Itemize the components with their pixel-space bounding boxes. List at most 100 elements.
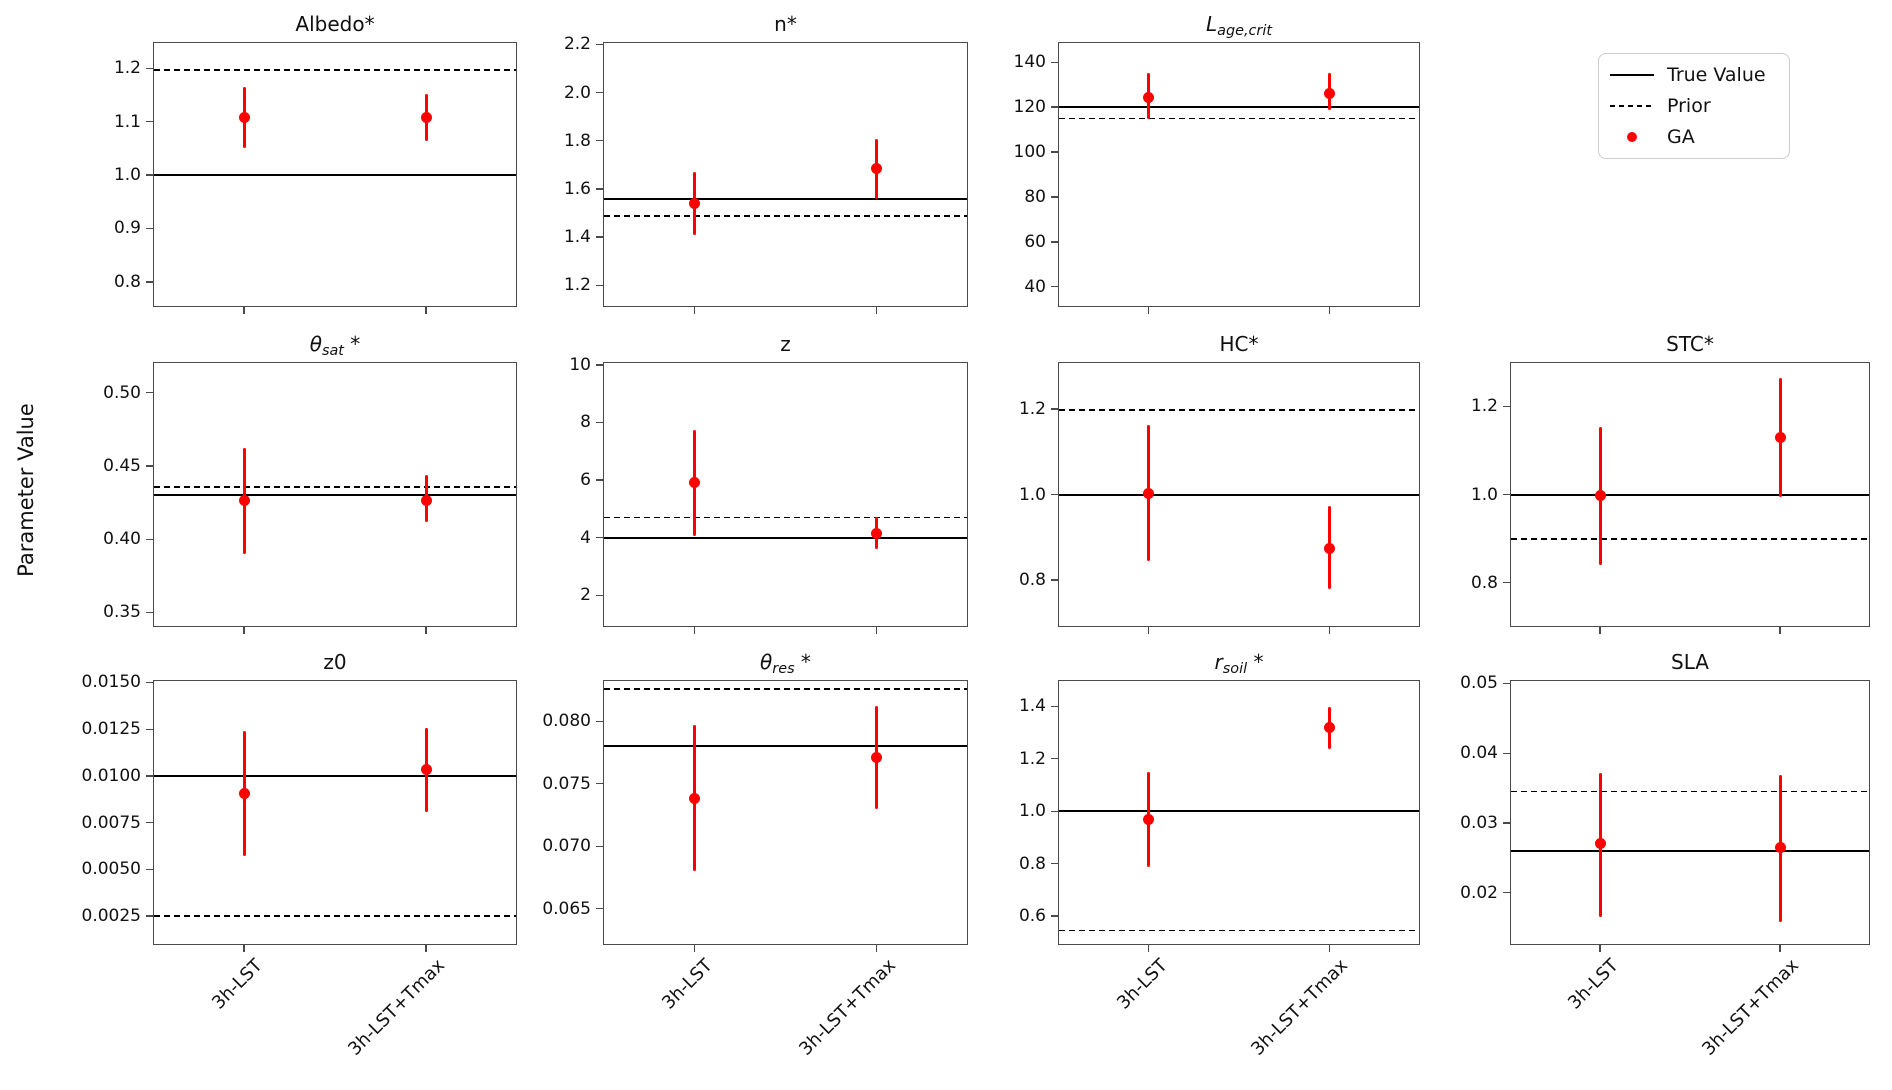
y-tick-mark: [1051, 579, 1058, 581]
ga-point: [420, 764, 432, 776]
prior-line-theta-sat: [154, 486, 516, 489]
ga-point: [1143, 814, 1154, 826]
plot-title-segment: sat: [321, 343, 344, 360]
plot-title-segment: n*: [774, 12, 797, 36]
y-tick-label: 60: [1024, 231, 1046, 252]
y-tick-label: 0.9: [113, 218, 141, 239]
true-value-line-albedo: [154, 174, 516, 177]
x-tick-mark: [1779, 627, 1781, 634]
true-value-line-z: [604, 536, 967, 539]
legend-label-ga: GA: [1667, 126, 1695, 149]
x-tick-mark: [1328, 307, 1331, 314]
y-tick-label: 0.0100: [81, 765, 141, 786]
x-tick-mark: [1147, 307, 1150, 314]
true-value-line-z0: [154, 774, 516, 777]
y-tick-label: 1.4: [1018, 696, 1046, 717]
prior-line-z0: [154, 915, 516, 917]
y-tick-mark: [146, 227, 153, 230]
y-tick-mark: [596, 594, 603, 596]
y-tick-label: 0.35: [103, 602, 141, 623]
y-tick-label: 1.0: [1470, 484, 1498, 505]
y-tick-mark: [1051, 810, 1058, 812]
x-tick-mark: [1779, 945, 1781, 952]
y-tick-label: 0.8: [1470, 572, 1498, 593]
y-tick-mark: [1051, 758, 1058, 760]
y-tick-label: 0.50: [103, 382, 141, 403]
y-tick-label: 0.070: [542, 836, 591, 857]
prior-dashed-line-icon: [1610, 105, 1654, 107]
ga-point: [1324, 543, 1335, 555]
y-tick-label: 6: [580, 470, 591, 491]
x-tick-label-text: 3h-LST+Tmax: [794, 955, 900, 1060]
y-tick-label: 0.8: [1018, 569, 1046, 590]
y-tick-label: 100: [1013, 142, 1046, 163]
y-tick-mark: [596, 421, 603, 424]
x-tick-mark: [693, 307, 695, 314]
plot-area-n: [603, 42, 968, 307]
ga-point: [871, 527, 883, 539]
y-tick-label: 0.45: [103, 455, 141, 476]
plot-title-albedo: Albedo*: [153, 11, 517, 37]
true-value-line-icon: [1610, 73, 1654, 76]
ga-point: [1774, 841, 1786, 853]
y-tick-mark: [1051, 241, 1058, 243]
x-tick-label-lst-tmax: 3h-LST+Tmax: [1568, 955, 1803, 1060]
plot-area-z: [603, 362, 968, 627]
x-tick-mark: [425, 627, 427, 634]
plot-title-z: z: [603, 331, 968, 357]
y-tick-mark: [596, 236, 603, 238]
y-tick-label: 40: [1024, 276, 1046, 297]
y-tick-label: 0.04: [1460, 743, 1498, 764]
y-tick-mark: [596, 284, 603, 286]
x-tick-mark: [876, 945, 878, 952]
true-value-line-hc: [1059, 493, 1419, 496]
ga-point: [1774, 432, 1786, 444]
true-value-line-lage-crit: [1059, 106, 1419, 109]
plot-title-segment: soil: [1222, 661, 1248, 678]
ga-point: [1324, 88, 1335, 100]
y-tick-mark: [146, 67, 153, 69]
true-value-line-sla: [1511, 849, 1869, 852]
plot-title-hc: HC*: [1058, 331, 1420, 357]
y-tick-mark: [146, 915, 153, 917]
y-tick-mark: [146, 775, 153, 777]
ga-point: [238, 112, 250, 124]
plot-title-segment: L: [1205, 12, 1218, 36]
y-tick-label: 0.02: [1460, 882, 1498, 903]
x-tick-mark: [1147, 945, 1150, 952]
plot-title-segment: θ: [760, 650, 773, 674]
plot-title-theta-res: θres *: [603, 649, 968, 682]
plot-title-segment: θ: [309, 332, 322, 356]
y-tick-label: 1.2: [563, 275, 591, 296]
y-tick-label: 0.8: [1018, 853, 1046, 874]
y-tick-mark: [596, 783, 603, 785]
y-tick-label: 140: [1013, 52, 1046, 73]
y-tick-mark: [1051, 286, 1058, 288]
y-tick-mark: [146, 120, 153, 123]
x-tick-mark: [1599, 627, 1601, 634]
y-tick-mark: [146, 281, 153, 283]
x-tick-label-lst-tmax: 3h-LST+Tmax: [665, 955, 900, 1060]
x-tick-mark: [425, 307, 427, 314]
y-tick-mark: [596, 188, 603, 190]
x-tick-mark: [876, 307, 878, 314]
x-tick-mark: [1147, 627, 1150, 634]
y-tick-mark: [596, 364, 603, 366]
plot-title-stc: STC*: [1510, 331, 1870, 357]
y-tick-label: 1.4: [563, 227, 591, 248]
y-tick-mark: [1051, 196, 1058, 198]
y-tick-label: 10: [569, 354, 591, 375]
y-tick-mark: [146, 392, 153, 394]
y-tick-mark: [596, 537, 603, 539]
ga-point: [688, 197, 700, 209]
ga-point: [871, 163, 883, 175]
y-tick-mark: [146, 174, 153, 176]
plot-area-z0: [153, 680, 517, 945]
plot-title-segment: age,crit: [1217, 23, 1272, 40]
x-tick-mark: [425, 945, 427, 952]
prior-line-r-soil: [1059, 929, 1419, 932]
y-tick-label: 0.40: [103, 529, 141, 550]
y-tick-mark: [1051, 493, 1058, 496]
y-tick-label: 1.8: [563, 130, 591, 151]
plot-title-segment: z: [780, 332, 791, 356]
